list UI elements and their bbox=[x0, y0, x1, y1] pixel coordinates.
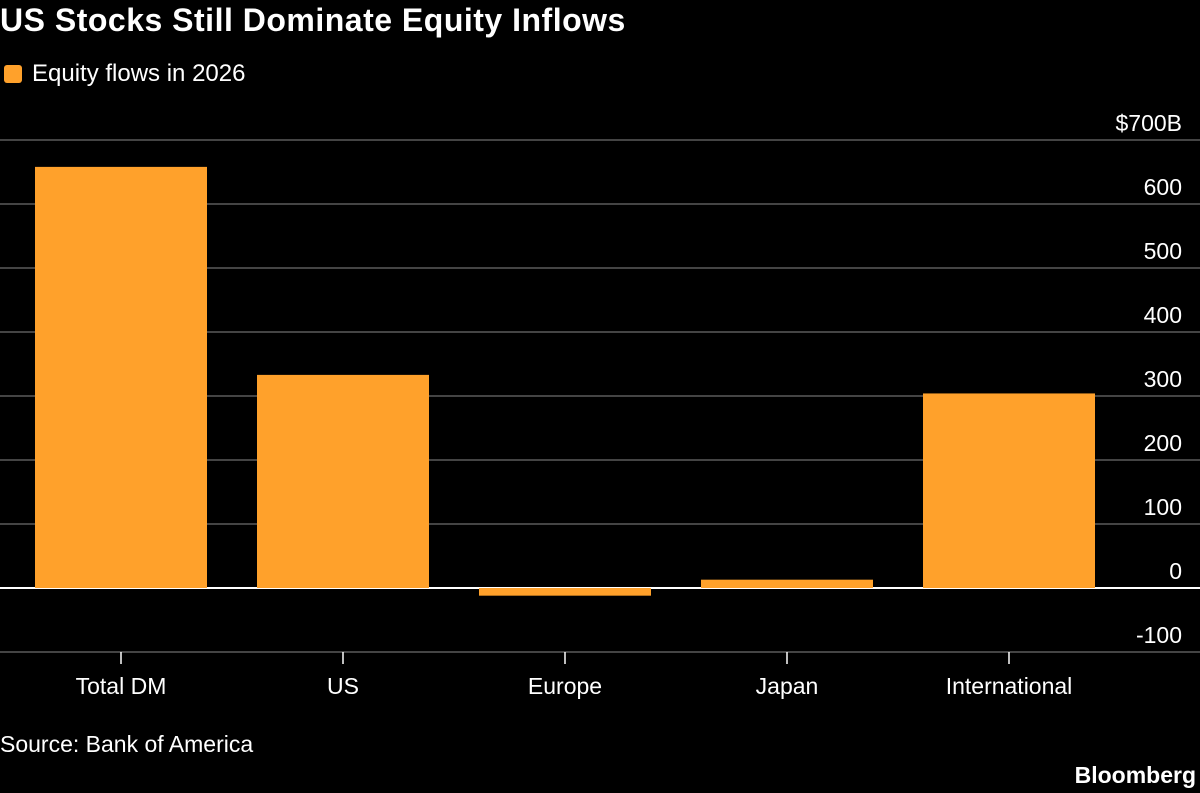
x-tick-label: International bbox=[946, 673, 1073, 699]
y-tick-label: 200 bbox=[1144, 430, 1182, 456]
legend: Equity flows in 2026 bbox=[4, 60, 245, 88]
x-tick-label: Japan bbox=[756, 673, 819, 699]
chart-title: US Stocks Still Dominate Equity Inflows bbox=[0, 2, 626, 38]
x-tick-label: Total DM bbox=[76, 673, 167, 699]
x-tick-label: Europe bbox=[528, 673, 602, 699]
bar-chart: -100 0 100 200 300 400 500 600 $700B Total DM US Eu… bbox=[0, 110, 1200, 699]
y-tick-label: -100 bbox=[1136, 622, 1182, 648]
bar bbox=[479, 588, 651, 596]
bar bbox=[35, 166, 207, 588]
y-tick-label: 0 bbox=[1169, 558, 1182, 584]
y-tick-label: 500 bbox=[1144, 238, 1182, 264]
y-tick-label: 600 bbox=[1144, 174, 1182, 200]
bloomberg-logo: Bloomberg bbox=[1074, 762, 1196, 788]
y-tick-label: 300 bbox=[1144, 366, 1182, 392]
y-tick-label: 100 bbox=[1144, 494, 1182, 520]
y-tick-label: 400 bbox=[1144, 302, 1182, 328]
bar bbox=[257, 374, 429, 588]
bar bbox=[701, 579, 873, 588]
y-tick-label: $700B bbox=[1115, 110, 1182, 136]
bar bbox=[923, 393, 1095, 588]
source-note: Source: Bank of America bbox=[0, 731, 254, 757]
legend-swatch bbox=[4, 65, 22, 83]
legend-label: Equity flows in 2026 bbox=[32, 60, 246, 87]
x-tick-label: US bbox=[327, 673, 359, 699]
